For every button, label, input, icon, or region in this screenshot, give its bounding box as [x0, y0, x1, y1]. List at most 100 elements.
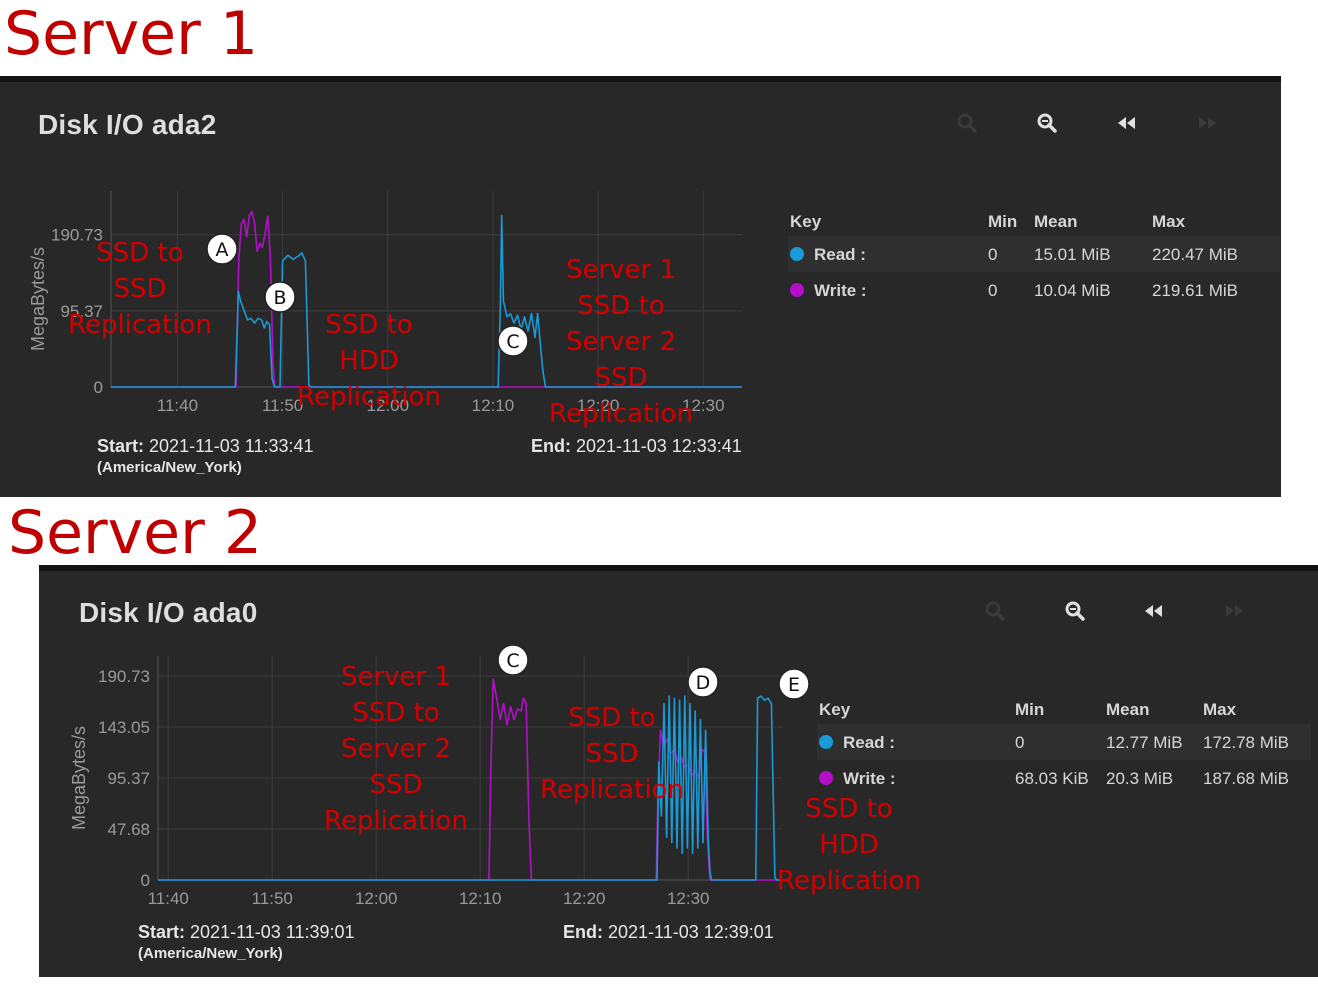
y-tick-label: 0	[94, 378, 103, 397]
annotation-line: SSD to	[325, 310, 412, 340]
zoom-out-icon[interactable]	[1032, 108, 1062, 138]
legend-max-header: Max	[1203, 700, 1237, 719]
disk-io-chart-server-1: 0 95.37 190.73 11:40 11:50 12:00 12:10 12:20 12:…	[28, 191, 742, 429]
legend-write-name: Write :	[814, 281, 867, 300]
legend-key-header: Key	[790, 212, 822, 231]
legend-row-write[interactable]: Write : 0 10.04 MiB 219.61 MiB	[788, 272, 1280, 308]
series-line-read	[111, 214, 742, 388]
zoom-out-icon[interactable]	[1060, 596, 1090, 626]
chart-legend: Key Min Mean Max Read : 0 15.01 MiB 220.…	[788, 210, 1280, 310]
annotation-marker-d: D	[696, 672, 711, 694]
write-color-dot	[819, 771, 833, 785]
legend-read-min: 0	[988, 245, 998, 264]
x-tick-label: 11:40	[157, 396, 198, 415]
legend-write-max: 187.68 MiB	[1203, 769, 1289, 788]
annotation-marker-circle	[497, 325, 529, 357]
legend-read-mean: 12.77 MiB	[1106, 733, 1183, 752]
write-color-dot	[790, 283, 804, 297]
legend-read-mean: 15.01 MiB	[1034, 245, 1111, 264]
y-axis-label: MegaBytes/s	[28, 247, 48, 351]
start-label: Start:	[138, 922, 186, 942]
annotation-line: HDD	[339, 346, 399, 376]
annotation-marker-circle	[206, 233, 238, 265]
start-value: 2021-11-03 11:39:01	[190, 922, 355, 942]
disk-io-chart-server-2: 0 47.68 95.37 143.05 190.73 11:40 11:50 12:00 12…	[69, 645, 921, 908]
annotation-label: SSD to HDD Replication	[777, 794, 921, 896]
start-time: Start: 2021-11-03 11:39:01	[138, 922, 355, 943]
zoom-in-icon[interactable]	[952, 108, 982, 138]
annotation-line: SSD to	[577, 291, 664, 321]
annotation-line: Server 1	[341, 662, 451, 692]
y-tick-label: 143.05	[98, 718, 150, 737]
x-tick-label: 11:40	[148, 889, 189, 908]
x-tick-label: 11:50	[262, 396, 303, 415]
annotation-line: SSD to	[96, 238, 183, 268]
server-1-heading: Server 1	[4, 0, 259, 69]
read-color-dot	[819, 735, 833, 749]
timezone: (America/New_York)	[97, 459, 242, 476]
x-tick-label: 12:20	[577, 396, 620, 415]
annotation-line: SSD to	[805, 794, 892, 824]
y-tick-label: 95.37	[60, 302, 103, 321]
chart-title: Disk I/O ada2	[38, 109, 217, 140]
rewind-icon[interactable]	[1112, 108, 1142, 138]
legend-write-mean: 20.3 MiB	[1106, 769, 1174, 788]
annotation-marker-a: A	[216, 239, 229, 261]
server-2-heading: Server 2	[8, 498, 263, 568]
end-value: 2021-11-03 12:39:01	[608, 922, 774, 942]
legend-key-header: Key	[819, 700, 851, 719]
annotation-line: Replication	[777, 866, 921, 896]
rewind-icon[interactable]	[1139, 596, 1169, 626]
fast-forward-icon[interactable]	[1219, 596, 1249, 626]
annotation-marker-b: B	[273, 287, 286, 309]
end-label: End:	[563, 922, 603, 942]
legend-read-max: 220.47 MiB	[1152, 245, 1238, 264]
x-tick-label: 12:10	[472, 396, 515, 415]
panel-top-bar	[0, 76, 1281, 82]
annotation-line: SSD to	[568, 703, 655, 733]
annotation-label: SSD to HDD Replication	[297, 310, 441, 412]
end-time: End: 2021-11-03 12:39:01	[563, 922, 774, 943]
read-color-dot	[790, 247, 804, 261]
legend-mean-header: Mean	[1034, 212, 1078, 231]
legend-row-read[interactable]: Read : 0 12.77 MiB 172.78 MiB	[817, 724, 1311, 760]
annotation-marker-circle	[687, 666, 719, 698]
legend-read-min: 0	[1015, 733, 1025, 752]
chart-title: Disk I/O ada0	[79, 597, 258, 628]
annotation-label: SSD to SSD Replication	[68, 238, 212, 340]
annotation-line: SSD	[594, 363, 647, 393]
panel-top-bar	[39, 565, 1318, 571]
y-tick-label: 0	[141, 871, 150, 890]
legend-read-max: 172.78 MiB	[1203, 733, 1289, 752]
annotation-line: SSD	[369, 770, 422, 800]
legend-read-name: Read :	[814, 245, 866, 264]
end-time: End: 2021-11-03 12:33:41	[531, 436, 742, 457]
annotation-marker-c: C	[506, 331, 519, 353]
timezone: (America/New_York)	[138, 945, 283, 962]
annotation-line: Replication	[549, 399, 693, 429]
series-line-read	[158, 695, 782, 881]
legend-read-name: Read :	[843, 733, 895, 752]
y-tick-label: 95.37	[107, 769, 150, 788]
annotation-marker-c: C	[506, 650, 519, 672]
legend-row-write[interactable]: Write : 68.03 KiB 20.3 MiB 187.68 MiB	[817, 760, 1311, 796]
server-2-panel: Disk I/O ada0 0 47.68 95.37 143.05 190.73 11:…	[39, 565, 1318, 977]
annotation-label: Server 1 SSD to Server 2 SSD Replication	[549, 255, 693, 429]
annotation-line: Server 2	[566, 327, 676, 357]
start-label: Start:	[97, 436, 145, 456]
legend-mean-header: Mean	[1106, 700, 1150, 719]
chart-legend: Key Min Mean Max Read : 0 12.77 MiB 172.…	[817, 698, 1311, 798]
x-tick-label: 12:00	[355, 889, 398, 908]
x-tick-label: 12:20	[563, 889, 606, 908]
zoom-in-icon[interactable]	[980, 596, 1010, 626]
legend-max-header: Max	[1152, 212, 1186, 231]
annotation-marker-circle	[497, 645, 529, 676]
legend-write-max: 219.61 MiB	[1152, 281, 1238, 300]
fast-forward-icon[interactable]	[1192, 108, 1222, 138]
annotation-line: Server 2	[341, 734, 451, 764]
legend-row-read[interactable]: Read : 0 15.01 MiB 220.47 MiB	[788, 236, 1280, 272]
y-tick-label: 190.73	[51, 226, 103, 245]
legend-min-header: Min	[988, 212, 1018, 231]
y-tick-label: 190.73	[98, 667, 150, 686]
start-value: 2021-11-03 11:33:41	[149, 436, 314, 456]
